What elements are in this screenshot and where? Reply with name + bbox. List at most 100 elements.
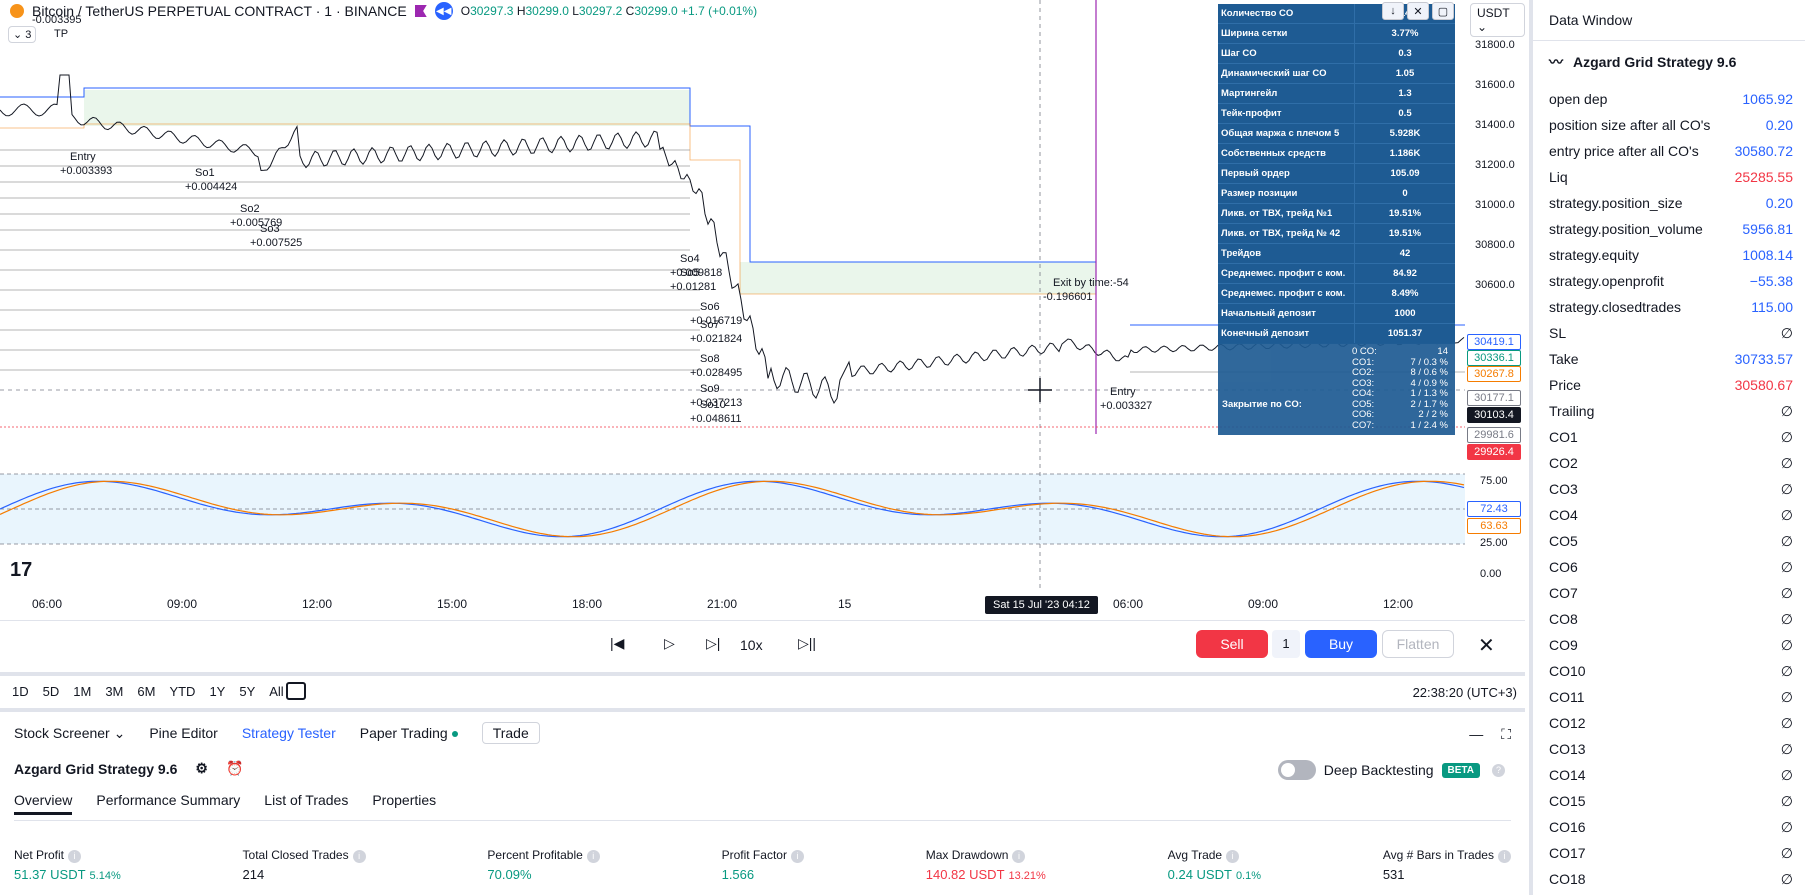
info-value: 5.928K (1389, 128, 1421, 139)
metric-percent: 5.14% (89, 870, 121, 882)
download-icon[interactable]: ↓ (1382, 2, 1404, 20)
metric: Percent Profitable i 70.09% (487, 848, 600, 882)
tab-performance-summary[interactable]: Performance Summary (96, 792, 241, 808)
data-window-row: CO13 ∅ (1549, 736, 1793, 762)
calendar-icon[interactable] (286, 682, 306, 700)
help-icon[interactable]: ? (1492, 763, 1505, 777)
oscillator-axis-label: 25.00 (1480, 537, 1508, 549)
tab-trade[interactable]: Trade (481, 722, 540, 744)
info-table-row: Шаг CO 0.3 (1218, 44, 1455, 64)
info-table-row: Общая маржа с плечом 5 5.928K (1218, 124, 1455, 144)
data-window-row: Liq 25285.55 (1549, 164, 1793, 190)
flag-icon[interactable] (414, 5, 427, 17)
info-icon[interactable]: i (586, 850, 600, 863)
date-range-bar: 1D 5D 1M 3M 6M YTD 1Y 5Y All 22:38:20 (UTC+3) (0, 672, 1525, 708)
data-window-value: ∅ (1780, 533, 1793, 549)
info-label: Среднемес. профит с ком. (1218, 264, 1355, 283)
tab-overview[interactable]: Overview (14, 792, 73, 815)
indicators-collapse-button[interactable]: ⌄ 3 (8, 26, 37, 43)
settings-gear-icon[interactable]: ⚙ (195, 760, 208, 776)
data-window-key: Take (1549, 351, 1579, 367)
sell-button[interactable]: Sell (1196, 630, 1268, 658)
tab-properties[interactable]: Properties (372, 792, 437, 808)
info-label: Первый ордер (1218, 164, 1355, 183)
metric: Net Profit i 51.37 USDT 5.14% (14, 848, 121, 882)
maximize-panel-icon[interactable]: ⛶ (1501, 726, 1511, 742)
deep-backtesting-toggle[interactable] (1277, 760, 1316, 780)
close-icon[interactable]: ✕ (1407, 2, 1429, 20)
info-value: 0.3 (1398, 48, 1412, 59)
jump-end-icon[interactable]: ▷|| (798, 635, 817, 651)
alert-clock-icon[interactable]: ⏰ (225, 760, 244, 776)
data-window-value: ∅ (1780, 455, 1793, 471)
time-axis-label: 06:00 (1113, 597, 1143, 611)
data-window-row: CO18 ∅ (1549, 866, 1793, 892)
co-close-row: 0 CO: 14 (1352, 346, 1448, 357)
quantity-field[interactable]: 1 (1272, 630, 1300, 658)
info-label: Среднемес. профит с ком. (1218, 284, 1355, 303)
info-label: Динамический шаг CO (1218, 64, 1355, 83)
data-window-key: CO6 (1549, 559, 1578, 575)
chart-area[interactable]: 31800.0 31600.0 31400.0 31200.0 31000.0 30800… (0, 0, 1525, 620)
jump-back-icon[interactable]: |◀ (610, 635, 625, 651)
metric: Profit Factor i 1.566 (722, 848, 804, 882)
price-axis-label: 31000.0 (1475, 199, 1515, 211)
tab-strategy-tester[interactable]: Strategy Tester (241, 725, 336, 741)
co-close-list: 0 CO: 14 CO1: 7 / 0.3 % CO2: 8 / 0.6 % CO3: 4 /… (1352, 346, 1452, 431)
data-window-row: CO6 ∅ (1549, 554, 1793, 580)
range-button[interactable]: 5Y (239, 684, 256, 699)
maximize-icon[interactable]: ▢ (1432, 2, 1454, 20)
data-window-key: CO17 (1549, 845, 1586, 861)
price-chart[interactable]: 31800.0 31600.0 31400.0 31200.0 31000.0 30800… (0, 0, 1525, 620)
info-value: 14 (1399, 8, 1411, 19)
close-replay-icon[interactable]: ✕ (1478, 635, 1495, 657)
info-icon[interactable]: i (1497, 850, 1511, 863)
symbol-title[interactable]: Bitcoin / TetherUS PERPETUAL CONTRACT · … (32, 3, 407, 19)
range-button[interactable]: 3M (105, 684, 124, 699)
info-icon[interactable]: i (1226, 850, 1240, 863)
status-dot-icon (451, 731, 458, 738)
data-window-row: strategy.openprofit −55.38 (1549, 268, 1793, 294)
range-button[interactable]: 1D (12, 684, 29, 699)
tab-paper-trading[interactable]: Paper Trading (360, 725, 458, 741)
tab-stock-screener[interactable]: Stock Screener ⌄ (14, 724, 126, 741)
play-icon[interactable]: ▷ (664, 635, 675, 651)
currency-select[interactable]: USDT ⌄ (1470, 3, 1525, 37)
price-tag: 30419.1 (1467, 334, 1521, 350)
range-button[interactable]: 5D (42, 684, 60, 699)
price-axis-label: 31600.0 (1475, 79, 1515, 91)
flatten-button[interactable]: Flatten (1382, 630, 1454, 658)
info-icon[interactable]: i (1012, 850, 1026, 863)
info-icon[interactable]: i (352, 850, 366, 863)
info-icon[interactable]: i (68, 850, 82, 863)
info-table-row: Динамический шаг CO 1.05 (1218, 64, 1455, 84)
tab-list-of-trades[interactable]: List of Trades (264, 792, 349, 808)
minimize-icon[interactable]: — (1469, 726, 1484, 742)
co-close-row: CO7: 1 / 2.4 % (1352, 419, 1448, 431)
annotation-label: So4 (680, 253, 700, 265)
buy-button[interactable]: Buy (1305, 630, 1377, 658)
strategy-title: Azgard Grid Strategy 9.6 (14, 760, 178, 777)
replay-speed[interactable]: 10x (740, 637, 763, 653)
data-window-value: 0.20 (1765, 195, 1793, 211)
data-window-value: ∅ (1780, 507, 1793, 523)
panel-tabs: Stock Screener ⌄ Pine Editor Strategy Te… (14, 722, 540, 744)
range-button[interactable]: All (269, 684, 284, 699)
info-label: Общая маржа с плечом 5 (1218, 124, 1355, 143)
range-button[interactable]: 1M (73, 684, 92, 699)
range-button[interactable]: 6M (137, 684, 156, 699)
clock[interactable]: 22:38:20 (UTC+3) (1412, 685, 1517, 700)
oscillator-tag: 72.43 (1467, 501, 1521, 517)
range-button[interactable]: YTD (169, 684, 196, 699)
info-icon[interactable]: i (790, 850, 804, 863)
data-window-row: Trailing ∅ (1549, 398, 1793, 424)
annotation-label: So8 (700, 353, 720, 365)
data-window-row: CO7 ∅ (1549, 580, 1793, 606)
data-window: Data Window 〰 Azgard Grid Strategy 9.6 o… (1529, 0, 1805, 895)
replay-icon[interactable]: ◀◀ (434, 2, 453, 20)
average-price-line (0, 123, 1096, 295)
step-icon[interactable]: ▷| (706, 635, 721, 651)
divider (14, 820, 1511, 821)
tab-pine-editor[interactable]: Pine Editor (149, 725, 218, 741)
range-button[interactable]: 1Y (209, 684, 226, 699)
